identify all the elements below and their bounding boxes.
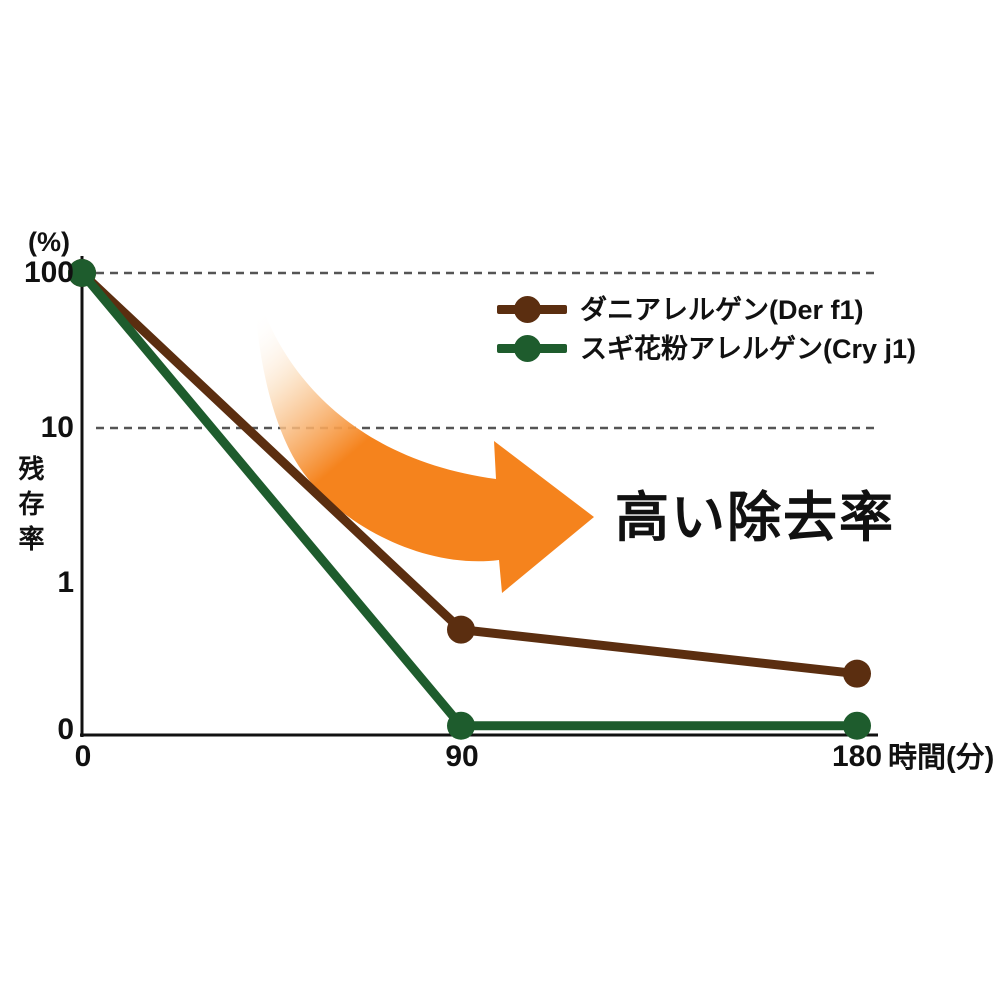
y-tick-10: 10 <box>40 411 74 444</box>
annotation-label: 高い除去率 <box>615 488 895 548</box>
y-axis-title: 残存率 <box>15 455 45 560</box>
y-axis-unit-label: (%) <box>28 227 70 257</box>
x-tick-90: 90 <box>445 740 479 773</box>
y-tick-0: 0 <box>57 713 74 746</box>
x-axis-title: 時間(分) <box>888 742 995 774</box>
y-tick-1: 1 <box>57 566 74 599</box>
legend-label-der-f1: ダニアレルゲン(Der f1) <box>580 295 864 325</box>
gridlines <box>96 271 878 430</box>
x-tick-0: 0 <box>74 740 92 773</box>
x-tick-180: 180 <box>831 740 883 773</box>
y-tick-100: 100 <box>23 256 74 289</box>
legend-dot-swatch <box>514 335 541 362</box>
legend-dot-swatch <box>514 296 541 323</box>
highlight-arrow <box>254 283 594 593</box>
data-series <box>68 259 871 740</box>
legend-label-cry-j1: スギ花粉アレルゲン(Cry j1) <box>580 334 917 364</box>
